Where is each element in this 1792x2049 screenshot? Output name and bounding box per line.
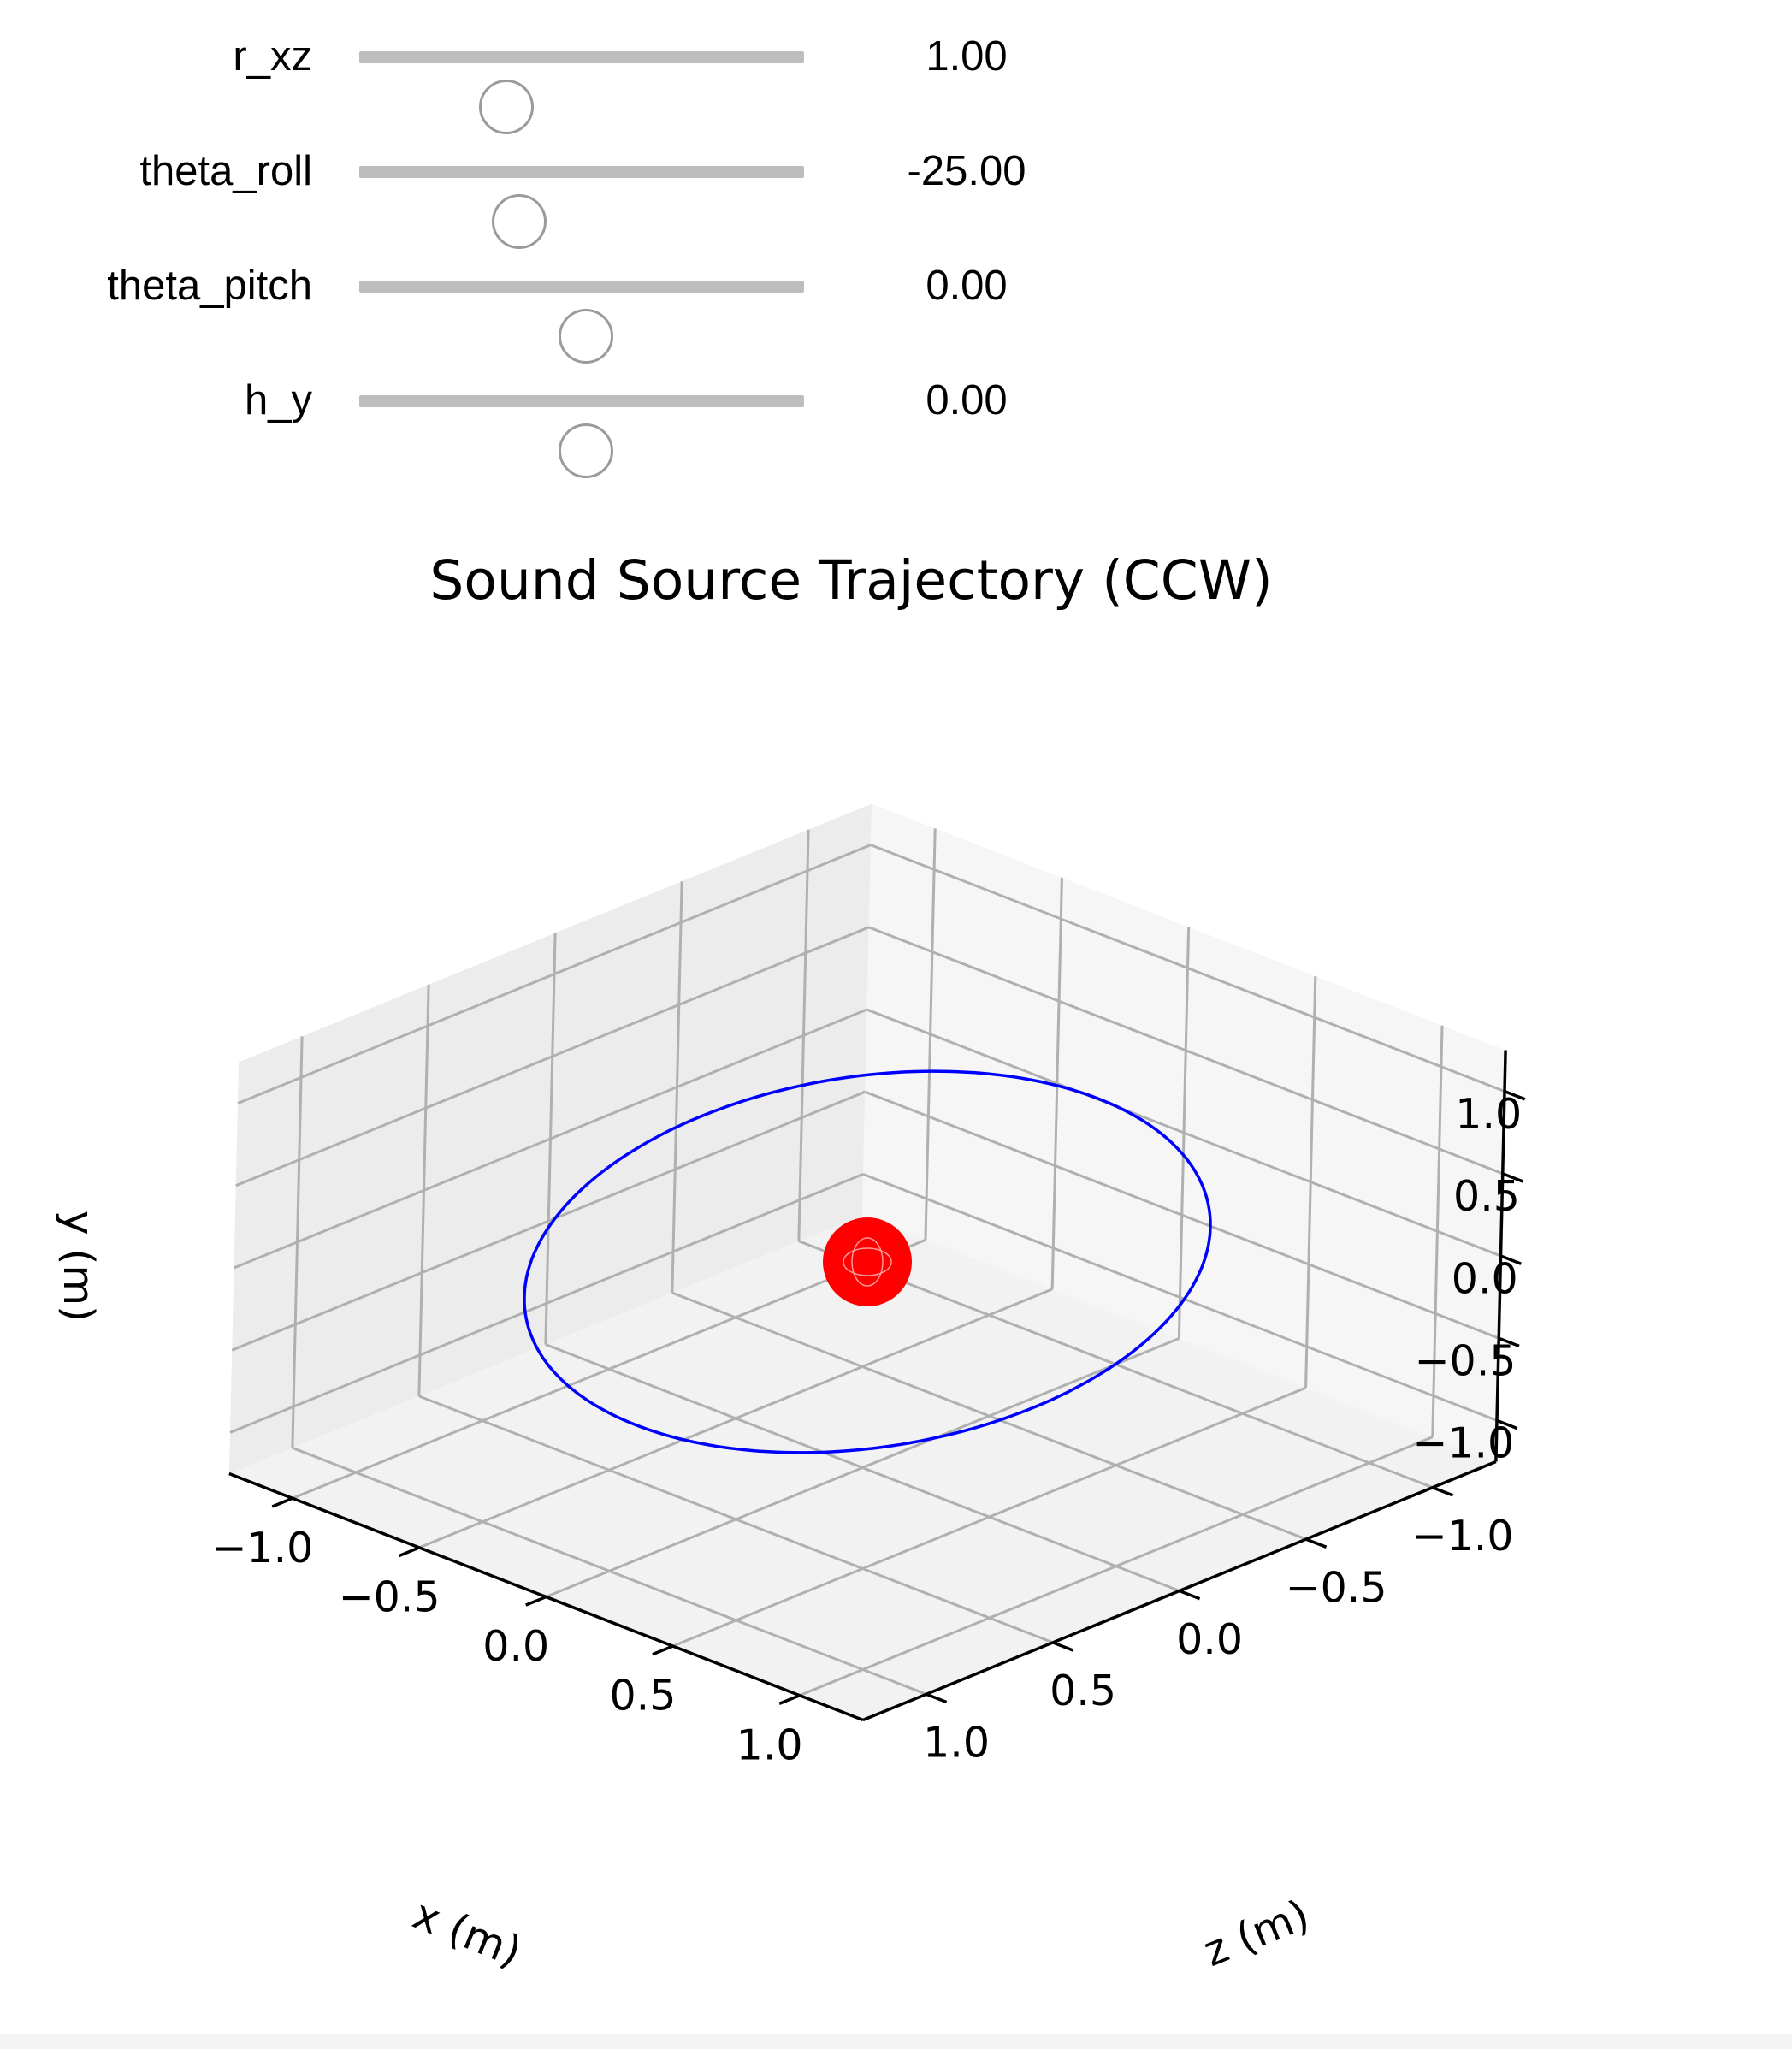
gridline: [799, 1436, 1434, 1697]
x-tick: [926, 1692, 948, 1704]
x-axis-label: x (m): [406, 1890, 528, 1977]
slider-h-y: h_y 0.00: [0, 344, 1198, 478]
z-tick-label: 0.0: [482, 1622, 549, 1671]
source-marker-mesh: [843, 1247, 892, 1276]
slider-track[interactable]: [359, 166, 804, 249]
y-tick: [1502, 1172, 1524, 1183]
slider-knob[interactable]: [559, 309, 614, 364]
bottom-strip: [0, 2034, 1792, 2049]
slider-knob[interactable]: [492, 194, 547, 249]
slider-knob[interactable]: [478, 80, 534, 134]
gridline: [866, 1008, 1502, 1258]
x-tick-label: 1.0: [923, 1719, 990, 1768]
z-tick: [778, 1694, 801, 1705]
y-axis-label: y (m): [54, 1211, 103, 1323]
gridline: [545, 1337, 1180, 1598]
gridline: [1431, 1025, 1444, 1437]
gridline: [233, 1008, 868, 1270]
y-tick-label: −0.5: [1414, 1337, 1516, 1386]
x-tick: [1179, 1589, 1201, 1601]
slider-label: h_y: [244, 377, 312, 423]
slider-r-xz: r_xz 1.00: [0, 0, 1198, 134]
y-tick-label: 0.5: [1453, 1172, 1520, 1221]
x-tick-label: 0.5: [1050, 1667, 1116, 1715]
x-tick: [1052, 1641, 1074, 1652]
z-tick: [525, 1595, 547, 1607]
gridline: [235, 926, 870, 1187]
y-tick-label: 0.0: [1452, 1254, 1518, 1303]
x-tick: [1432, 1486, 1454, 1497]
z-tick-label: −0.5: [339, 1572, 441, 1621]
z-tick: [271, 1496, 293, 1508]
z-tick: [398, 1546, 420, 1558]
gridline: [868, 926, 1504, 1176]
y-tick: [1504, 1089, 1526, 1101]
x-tick: [1305, 1537, 1328, 1549]
y-tick-label: −1.0: [1412, 1419, 1514, 1468]
gridline: [418, 1395, 1054, 1644]
z-axis-label: z (m): [1197, 1890, 1316, 1976]
slider-theta-roll: theta_roll -25.00: [0, 115, 1198, 249]
slider-label: theta_pitch: [107, 263, 312, 309]
source-marker: [823, 1217, 912, 1306]
slider-track[interactable]: [359, 51, 804, 134]
gridline: [870, 844, 1505, 1093]
gridline: [417, 984, 430, 1396]
gridline: [292, 1446, 927, 1696]
gridline: [237, 844, 872, 1104]
x-tick-label: −0.5: [1286, 1563, 1387, 1612]
y-tick-label: 1.0: [1455, 1090, 1522, 1139]
source-marker-mesh: [851, 1237, 884, 1287]
y-tick: [1496, 1418, 1518, 1430]
slider-track[interactable]: [359, 281, 804, 364]
slider-theta-pitch: theta_pitch 0.00: [0, 229, 1198, 364]
chart-title: Sound Source Trajectory (CCW): [429, 549, 1272, 612]
x-tick-label: −1.0: [1412, 1512, 1514, 1560]
gridline: [672, 1386, 1307, 1648]
trajectory-line: [523, 1069, 1212, 1454]
slider-label: r_xz: [233, 33, 312, 80]
x-tick-label: 0.0: [1176, 1615, 1243, 1664]
z-tick-label: 0.5: [609, 1672, 676, 1720]
slider-label: theta_roll: [139, 148, 312, 194]
z-tick-label: 1.0: [736, 1720, 803, 1769]
y-tick: [1498, 1336, 1520, 1348]
slider-track[interactable]: [359, 395, 804, 478]
slider-knob[interactable]: [559, 423, 614, 478]
y-tick: [1499, 1254, 1522, 1265]
z-tick-label: −1.0: [211, 1524, 313, 1572]
gridline: [291, 1036, 304, 1448]
gridline: [1304, 976, 1317, 1389]
z-tick: [652, 1644, 674, 1656]
